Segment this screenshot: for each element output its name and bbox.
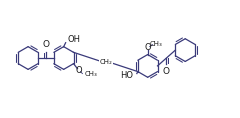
- Text: O: O: [144, 43, 151, 52]
- Text: CH₃: CH₃: [84, 71, 97, 77]
- Text: HO: HO: [120, 71, 133, 80]
- Text: O: O: [42, 40, 49, 49]
- Text: O: O: [163, 67, 170, 76]
- Text: CH₃: CH₃: [149, 41, 162, 47]
- Text: O: O: [75, 66, 82, 75]
- Text: CH₂: CH₂: [99, 59, 112, 65]
- Text: OH: OH: [68, 35, 81, 44]
